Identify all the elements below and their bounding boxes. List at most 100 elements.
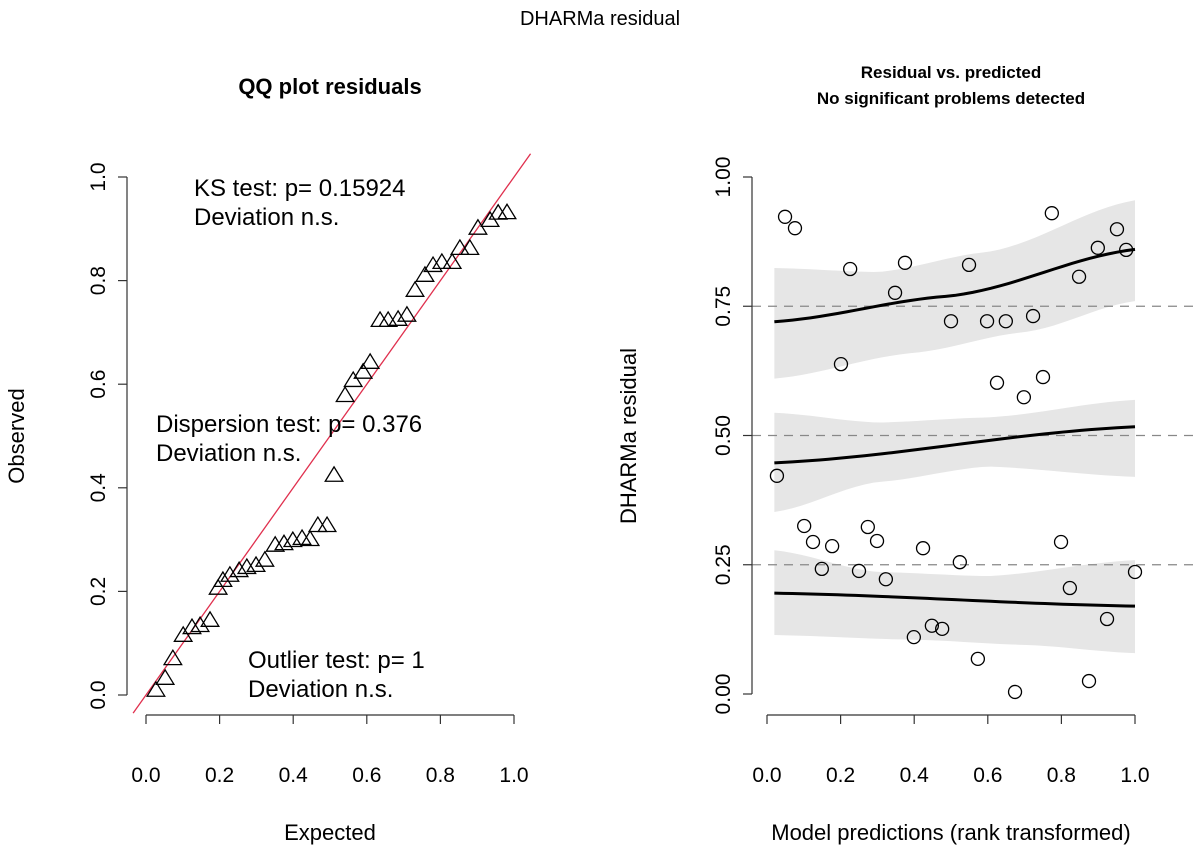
qq-x-tick-label: 0.8 [426,764,455,787]
outlier-test-label: Outlier test: p= 1 [248,647,425,674]
qq-point-triangle [162,648,183,666]
rv-point-circle [824,538,840,554]
qq-axes: 0.0 0.2 0.4 0.6 0.8 1.0 0.0 0.2 0.4 0.6 0.8 1.0 [87,162,529,787]
qq-point-triangle [307,515,328,533]
rv-point-circle [935,621,950,637]
qq-point-triangle [324,465,345,482]
qq-points [145,202,517,697]
rv-point-circle [979,314,995,329]
qq-point-triangle [229,560,250,578]
dispersion-test-label: Dispersion test: p= 0.376 [156,411,422,438]
qq-point-triangle [317,515,338,533]
rv-point-circle [878,572,894,587]
qq-point-triangle [182,617,202,635]
rv-point-circle [843,261,858,277]
qq-y-tick-label: 1.0 [87,162,110,191]
rv-quantile-fit-lines [774,247,1136,608]
qq-point-triangle [459,238,480,256]
residual-vs-predicted-panel: Residual vs. predicted No significant pr… [616,63,1200,845]
qq-point-triangle [353,362,374,379]
rv-point-circle [1090,240,1105,255]
qq-point-triangle [431,252,452,270]
qq-plot-title: QQ plot residuals [238,74,421,99]
rv-point-circle [814,561,829,577]
rv-x-tick-label: 1.0 [1120,764,1149,787]
qq-point-triangle [388,309,409,326]
qq-x-axis-label: Expected [284,820,376,845]
rv-reference-lines [752,305,1200,566]
rv-point-circle [833,357,849,372]
rv-point-circle [897,255,913,270]
qq-point-triangle [219,565,240,582]
rv-point-circle [797,518,812,534]
rv-point-circle [769,468,785,483]
qq-y-tick-label: 0.4 [87,473,110,503]
qq-point-triangle [155,668,176,685]
rv-x-tick-label: 0.2 [826,764,855,787]
qq-point-triangle [145,680,166,697]
rv-y-tick-label: 0.75 [712,286,735,327]
ks-test-label: KS test: p= 0.15924 [194,175,406,202]
qq-point-triangle [396,305,417,322]
rv-point-circle [851,563,867,579]
qq-y-tick-label: 0.8 [87,266,110,295]
figure-title: DHARMa residual [520,8,680,30]
rv-confidence-bands [774,200,1135,654]
rv-y-tick-label: 0.00 [712,674,735,715]
rv-y-tick-label: 0.50 [712,415,735,456]
rv-point-circle [887,285,903,300]
rv-point-circle [1035,369,1051,385]
rv-point-circle [787,221,803,236]
rv-title: Residual vs. predicted [861,63,1041,82]
qq-point-triangle [282,530,303,548]
rv-y-tick-label: 0.25 [712,544,735,585]
rv-band-q0.25 [774,550,1135,654]
qq-point-triangle [254,550,275,567]
rv-point-circle [1053,534,1069,550]
qq-point-triangle [335,385,356,403]
rv-point-circle [924,618,940,633]
qq-point-triangle [360,352,381,369]
qq-y-tick-label: 0.2 [87,577,110,606]
rv-point-circle [1062,580,1078,596]
rv-fit-line-q0.5 [774,425,1136,465]
rv-subtitle: No significant problems detected [817,89,1085,108]
rv-x-axis-label: Model predictions (rank transformed) [771,820,1130,845]
qq-x-tick-label: 0.4 [279,764,309,787]
rv-point-circle [1099,611,1115,627]
rv-x-tick-label: 0.0 [752,764,781,787]
qq-point-triangle [414,265,435,282]
qq-point-triangle [200,610,220,627]
qq-point-triangle [274,533,294,551]
qq-point-triangle [265,535,286,552]
rv-point-circle [1044,206,1059,221]
rv-point-circle [915,541,931,556]
qq-annotations: KS test: p= 0.15924 Deviation n.s. Dispe… [156,175,425,703]
qq-point-triangle [190,615,211,633]
qq-y-tick-label: 0.6 [87,370,110,399]
outlier-test-deviation: Deviation n.s. [248,676,393,703]
qq-point-triangle [246,555,266,573]
ks-test-deviation: Deviation n.s. [194,204,339,231]
qq-y-axis-label: Observed [4,388,29,483]
rv-point-circle [1119,242,1134,258]
rv-point-circle [1127,564,1143,580]
qq-point-triangle [449,238,470,256]
rv-y-axis-label: DHARMa residual [616,348,641,524]
qq-point-triangle [497,202,517,220]
rv-point-circle [1071,269,1087,284]
qq-point-triangle [236,557,257,575]
rv-band-q0.5 [774,399,1135,513]
rv-y-tick-label: 1.00 [712,157,735,198]
qq-point-triangle [442,252,463,270]
qq-point-triangle [300,529,321,547]
qq-x-tick-label: 1.0 [499,764,528,787]
rv-point-circle [805,534,821,550]
rv-x-tick-label: 0.6 [973,764,1002,787]
rv-point-circle [961,257,977,273]
rv-x-tick-label: 0.4 [900,764,930,787]
rv-point-circle [998,314,1013,329]
rv-axes: 0.00 0.25 0.50 0.75 1.00 0.0 0.2 0.4 0.6 0.8 1.0 [712,157,1150,787]
rv-x-tick-label: 0.8 [1047,764,1076,787]
